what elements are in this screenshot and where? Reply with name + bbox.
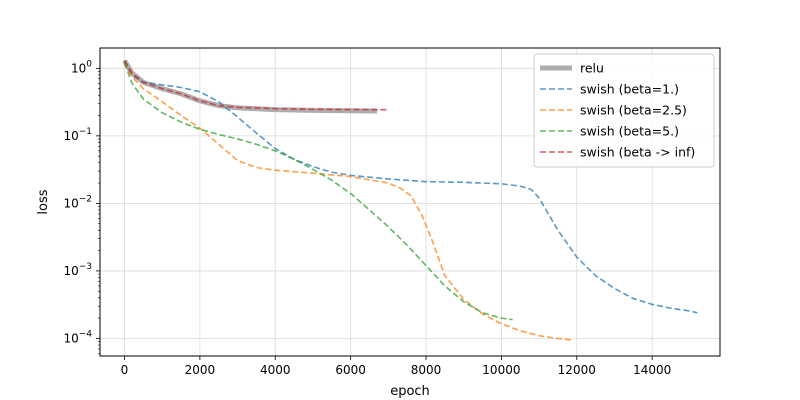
legend-label-4: swish (beta -> inf) [580,145,695,160]
x-tick-label: 14000 [633,363,671,377]
plot-frame [99,47,721,357]
x-tick-label: 0 [121,363,129,377]
y-tick-label: 10−1 [63,127,92,143]
y-tick-label: 10−2 [63,194,92,210]
y-tick-label: 10−3 [63,262,92,278]
y-tick-label: 10−4 [63,329,92,345]
x-tick-label: 12000 [558,363,596,377]
tick-layer: 0 2000 4000 6000 8000 10000 12000 14000 10−4 10−3… [63,59,671,377]
y-axis-label: loss [36,189,51,214]
x-tick-label: 6000 [335,363,366,377]
series-line-4 [123,60,389,111]
y-tick-label: 100 [71,59,92,75]
legend-label-1: swish (beta=1.) [580,82,679,97]
x-tick-label: 4000 [260,363,291,377]
series-line-1 [123,60,698,314]
legend: relu swish (beta=1.) swish (beta=2.5) swish… [533,53,715,168]
legend-label-2: swish (beta=2.5) [580,103,687,118]
x-tick-label: 8000 [411,363,442,377]
legend-box [533,53,715,168]
x-tick-label: 2000 [185,363,216,377]
legend-label-3: swish (beta=5.) [580,124,679,139]
series-layer [122,59,698,341]
legend-label-0: relu [580,61,604,76]
x-tick-label: 10000 [482,363,520,377]
x-axis-label: epoch [390,384,430,399]
series-line-3 [123,62,513,321]
